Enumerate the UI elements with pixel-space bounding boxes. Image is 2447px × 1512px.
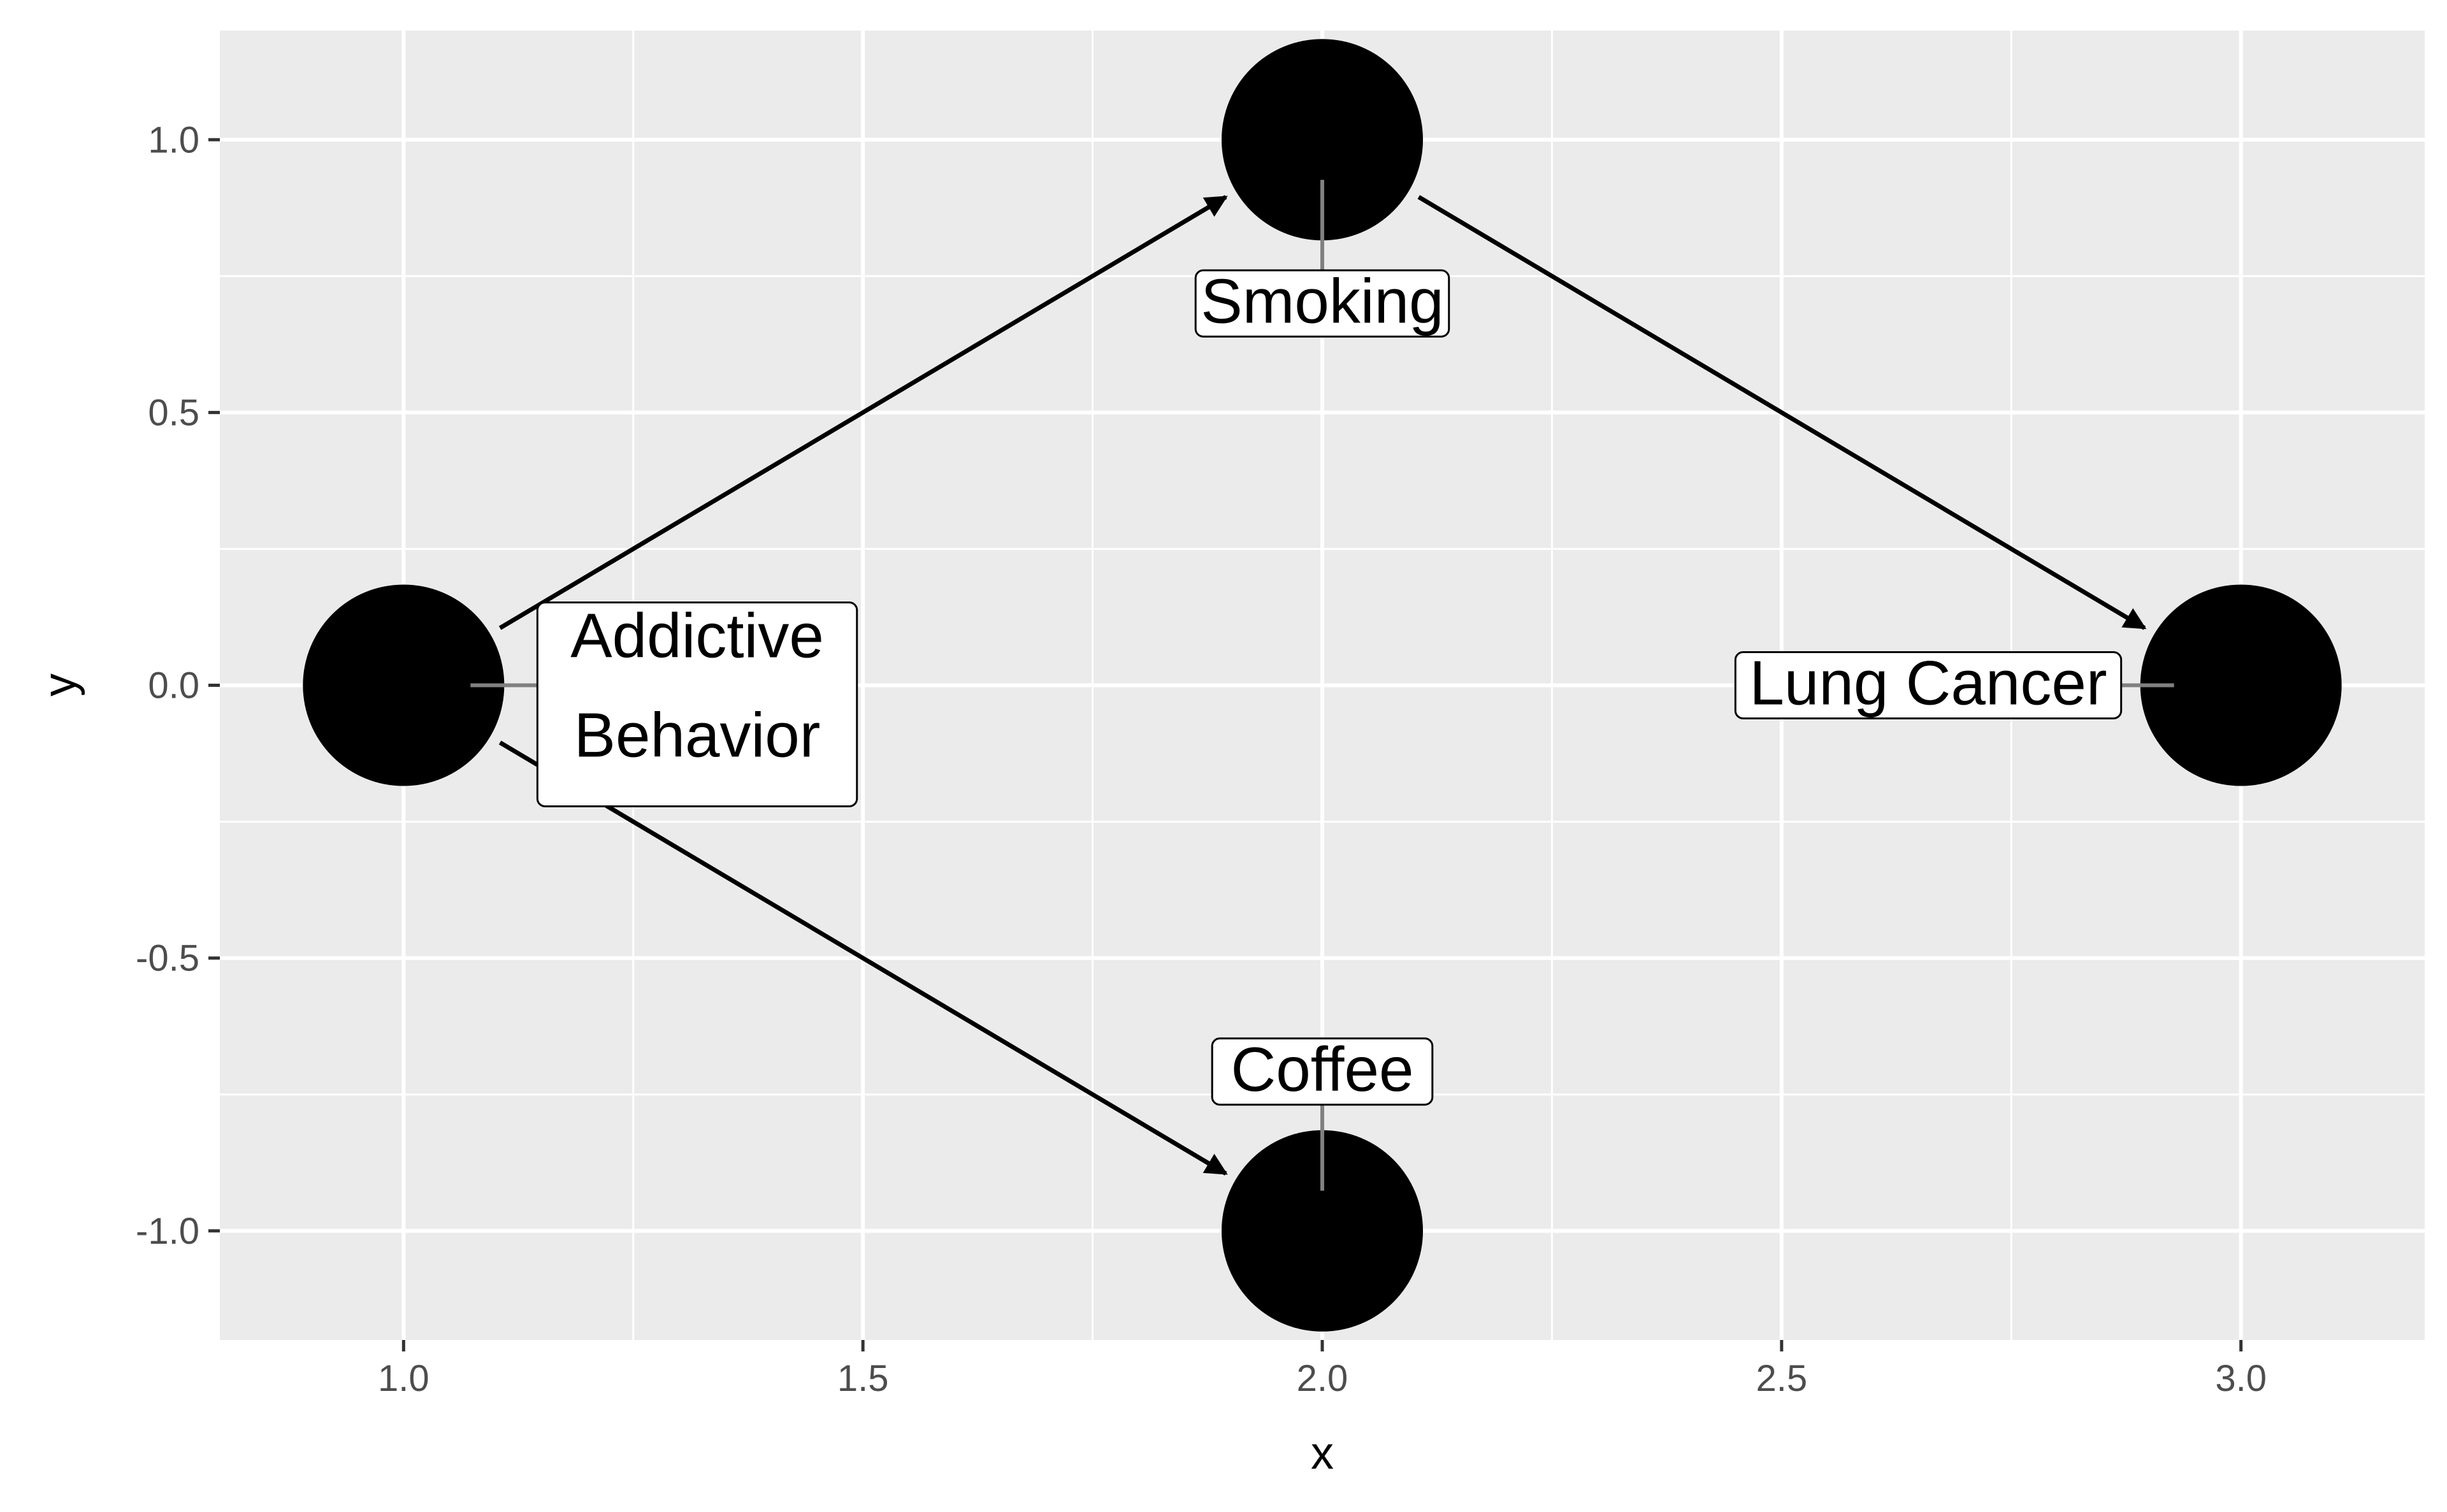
label-smoking-line-1: Smoking [1201, 266, 1443, 336]
x-tick-label: 2.0 [1297, 1358, 1348, 1399]
node-lung_cancer [2140, 584, 2342, 786]
label-box-smoking [1194, 269, 1450, 338]
label-coffee-line-1: Coffee [1231, 1034, 1414, 1104]
node-smoking [1222, 39, 1423, 241]
node-coffee [1222, 1130, 1423, 1332]
label-box-coffee [1211, 1037, 1434, 1106]
label-lung_cancer-line-1: Lung Cancer [1749, 648, 2107, 718]
label-leaders [470, 180, 2174, 1191]
x-axis-title: x [1311, 1428, 1334, 1479]
node-labels: Addictive Behavior Smoking Coffee Lung Cance… [536, 266, 2123, 1106]
edge-addictive-to-smoking [498, 195, 1228, 630]
y-tick-label: 1.0 [148, 119, 199, 161]
label-addictive-line-1: Addictive [570, 601, 824, 671]
y-tick-label: -0.5 [136, 938, 199, 979]
y-axis-title: y [34, 673, 85, 696]
edges [498, 195, 2147, 1176]
x-axis: 1.0 1.5 2.0 2.5 3.0 [378, 1340, 2267, 1399]
edge-smoking-to-lung_cancer [1417, 195, 2147, 630]
y-tick-label: 0.0 [148, 665, 199, 707]
x-tick-label: 2.5 [1756, 1358, 1808, 1399]
y-axis: 1.0 0.5 0.0 -0.5 -1.0 [136, 119, 220, 1252]
y-tick-label: -1.0 [136, 1211, 199, 1252]
y-tick-label: 0.5 [148, 392, 199, 433]
node-addictive [303, 584, 505, 786]
label-box-lung_cancer [1734, 651, 2123, 719]
edge-addictive-to-coffee [498, 740, 1228, 1176]
label-addictive-line-2: Behavior [574, 700, 821, 770]
x-tick-label: 3.0 [2215, 1358, 2267, 1399]
label-box-addictive [536, 601, 858, 807]
x-tick-label: 1.0 [378, 1358, 429, 1399]
x-tick-label: 1.5 [837, 1358, 889, 1399]
nodes [303, 39, 2342, 1332]
